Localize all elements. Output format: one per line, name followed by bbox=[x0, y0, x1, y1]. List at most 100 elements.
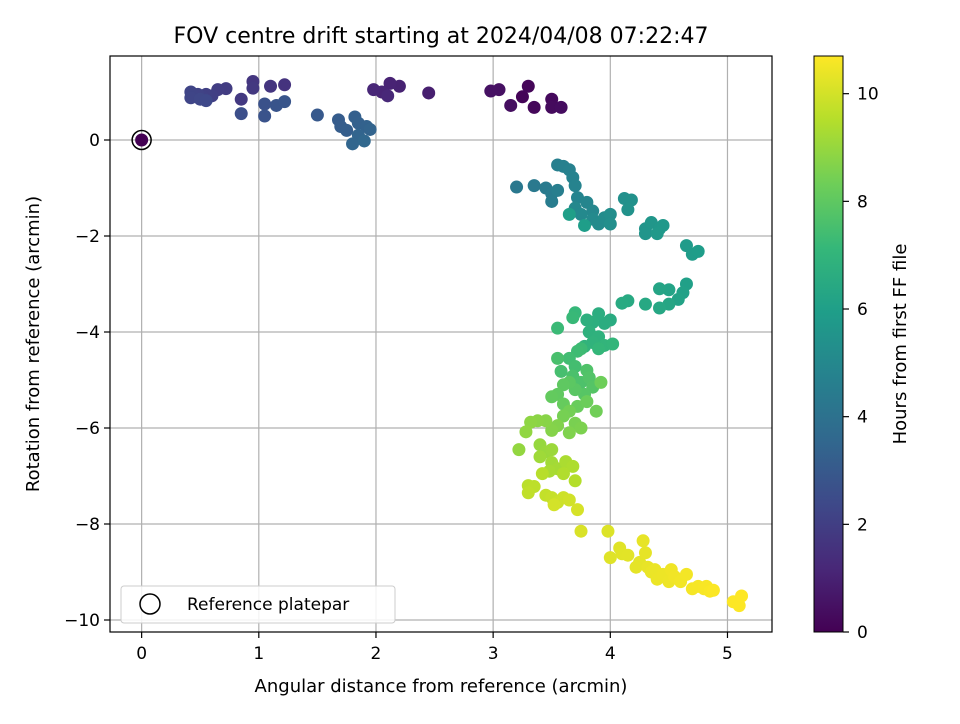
data-point bbox=[580, 395, 594, 409]
data-point bbox=[556, 409, 570, 423]
data-point bbox=[554, 100, 568, 114]
legend-box bbox=[120, 585, 396, 624]
data-point bbox=[357, 134, 371, 148]
data-point bbox=[545, 423, 559, 437]
x-tick-label: 1 bbox=[253, 644, 264, 664]
data-point bbox=[562, 493, 576, 507]
data-point bbox=[580, 313, 594, 327]
data-point bbox=[568, 179, 582, 193]
data-point bbox=[706, 583, 720, 597]
plot-frame bbox=[109, 55, 773, 633]
data-point bbox=[545, 100, 559, 114]
colorbar-tick-label: 10 bbox=[857, 85, 879, 105]
data-point bbox=[527, 100, 541, 114]
data-point bbox=[603, 207, 617, 221]
data-point bbox=[615, 296, 629, 310]
colorbar: 0 2 4 6 8 10 Hours from first FF file bbox=[813, 55, 911, 643]
data-point bbox=[363, 122, 377, 136]
data-point bbox=[606, 337, 620, 351]
data-point bbox=[578, 218, 592, 232]
data-point bbox=[535, 467, 549, 481]
data-point bbox=[484, 84, 498, 98]
x-tick-label: 5 bbox=[722, 644, 733, 664]
data-point bbox=[568, 474, 582, 488]
data-point bbox=[556, 467, 570, 481]
data-point bbox=[735, 589, 749, 603]
data-point bbox=[258, 109, 272, 123]
data-point bbox=[551, 321, 565, 335]
data-point bbox=[367, 83, 381, 97]
x-tick-label: 0 bbox=[136, 644, 147, 664]
legend: Reference platepar bbox=[120, 585, 396, 624]
data-point bbox=[551, 183, 565, 197]
data-point bbox=[504, 98, 518, 112]
data-point bbox=[574, 207, 588, 221]
x-axis-ticks: 0 1 2 3 4 5 bbox=[136, 632, 733, 664]
data-point bbox=[638, 546, 652, 560]
y-tick-label: −10 bbox=[64, 611, 100, 631]
data-point bbox=[554, 364, 568, 378]
data-point bbox=[571, 503, 585, 517]
data-point bbox=[629, 560, 643, 574]
data-point bbox=[601, 524, 615, 538]
data-point bbox=[662, 283, 676, 297]
data-point bbox=[524, 415, 538, 429]
data-point bbox=[278, 78, 292, 92]
data-point bbox=[521, 486, 535, 500]
data-point bbox=[621, 203, 635, 217]
data-point bbox=[562, 207, 576, 221]
data-point bbox=[527, 179, 541, 193]
data-point bbox=[545, 194, 559, 208]
data-point bbox=[691, 244, 705, 258]
colorbar-label: Hours from first FF file bbox=[890, 244, 911, 445]
y-axis-ticks: 0 −2 −4 −6 −8 −10 bbox=[64, 131, 110, 631]
colorbar-tick-label: 4 bbox=[857, 408, 868, 428]
y-tick-label: −6 bbox=[75, 419, 100, 439]
data-point bbox=[310, 108, 324, 122]
data-point bbox=[340, 123, 354, 137]
y-tick-label: −2 bbox=[75, 227, 100, 247]
data-point bbox=[551, 351, 565, 365]
legend-label: Reference platepar bbox=[187, 595, 349, 615]
data-point bbox=[258, 97, 272, 111]
colorbar-ticks: 0 2 4 6 8 10 bbox=[843, 85, 879, 643]
data-point bbox=[519, 425, 533, 439]
y-tick-label: −8 bbox=[75, 515, 100, 535]
data-point bbox=[545, 390, 559, 404]
y-axis-label: Rotation from reference (arcmin) bbox=[23, 196, 44, 492]
data-point bbox=[234, 92, 248, 106]
data-point bbox=[246, 81, 260, 95]
data-point bbox=[638, 227, 652, 241]
data-point bbox=[234, 107, 248, 121]
data-point bbox=[533, 450, 547, 464]
data-point bbox=[521, 79, 535, 93]
data-point bbox=[653, 282, 667, 296]
data-point bbox=[278, 95, 292, 109]
data-point bbox=[383, 76, 397, 90]
data-point bbox=[592, 342, 606, 356]
reference-marker bbox=[131, 129, 152, 151]
data-point bbox=[512, 443, 526, 457]
data-point bbox=[574, 421, 588, 435]
data-point bbox=[346, 137, 360, 151]
data-point bbox=[562, 426, 576, 440]
chart-title: FOV centre drift starting at 2024/04/08 … bbox=[174, 24, 709, 49]
data-points bbox=[184, 74, 749, 613]
data-point bbox=[422, 86, 436, 100]
data-point bbox=[566, 459, 580, 473]
data-point bbox=[566, 311, 580, 325]
data-point bbox=[589, 404, 603, 418]
data-point bbox=[679, 567, 693, 581]
grid-lines bbox=[110, 56, 772, 632]
data-point bbox=[510, 180, 524, 194]
data-point bbox=[603, 217, 617, 231]
data-point bbox=[264, 79, 278, 93]
data-point bbox=[547, 498, 561, 512]
x-axis-label: Angular distance from reference (arcmin) bbox=[255, 676, 628, 697]
data-point bbox=[574, 524, 588, 538]
data-point bbox=[638, 297, 652, 311]
colorbar-gradient bbox=[813, 55, 844, 633]
data-point bbox=[621, 548, 635, 562]
legend-marker-reference bbox=[139, 593, 161, 615]
